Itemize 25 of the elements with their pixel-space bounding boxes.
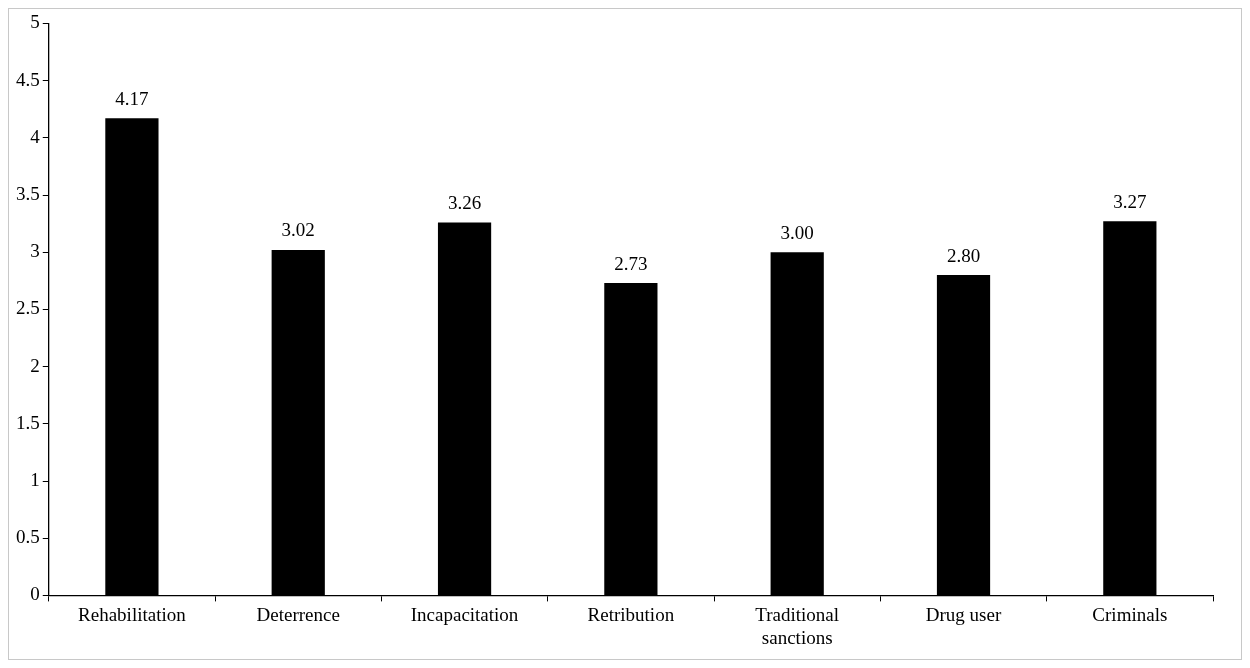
y-tick-label: 4 xyxy=(30,125,41,147)
data-label: 3.00 xyxy=(780,221,814,243)
data-label: 3.27 xyxy=(1113,190,1147,212)
data-label: 3.26 xyxy=(447,191,482,213)
y-tick-label: 1.5 xyxy=(16,411,40,433)
y-tick-label: 0.5 xyxy=(16,526,40,548)
y-tick-label: 4.5 xyxy=(16,68,40,90)
data-label: 4.17 xyxy=(115,87,149,109)
y-tick-label: 5 xyxy=(30,11,40,33)
y-tick-label: 3 xyxy=(30,240,40,262)
data-label: 2.73 xyxy=(614,252,648,274)
y-tick-label: 2.5 xyxy=(16,297,40,319)
x-tick-label: Retribution xyxy=(587,603,675,625)
y-tick-label: 1 xyxy=(30,468,40,490)
x-tick-label: Criminals xyxy=(1092,603,1168,625)
x-tick-label: Deterrence xyxy=(256,603,340,625)
x-tick-label: Rehabilitation xyxy=(78,603,187,625)
y-tick-label: 3.5 xyxy=(16,182,40,204)
x-tick-label: Traditional sanctions xyxy=(755,603,840,648)
data-label: 3.02 xyxy=(281,219,315,241)
data-label: 2.80 xyxy=(946,244,981,266)
y-tick-label: 0 xyxy=(30,583,40,605)
x-tick-label: Incapacitation xyxy=(410,603,519,625)
y-tick-label: 2 xyxy=(30,354,40,376)
x-tick-label: Drug user xyxy=(925,603,1002,625)
